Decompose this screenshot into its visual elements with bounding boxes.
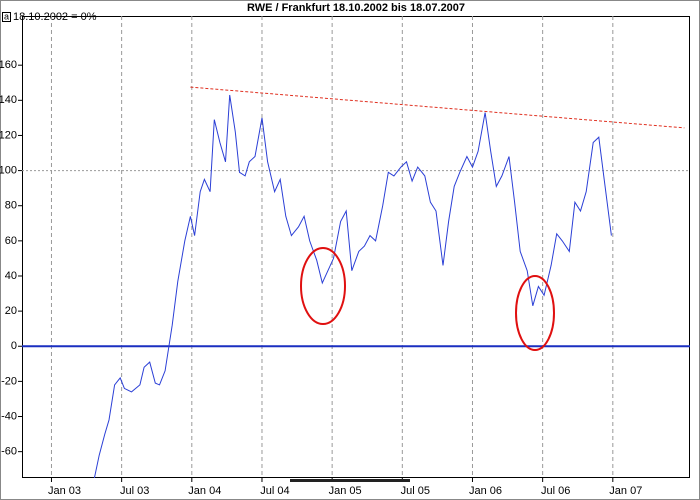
x-tick-label: Jan 07 [609,485,642,497]
y-tick-label: 60 [5,235,17,247]
legend-label: 18.10.2002 = 0% [13,11,97,23]
price-line [93,94,612,478]
plot-border [22,16,690,478]
x-tick-label: Jul 03 [120,485,149,497]
y-tick-label: 40 [5,270,17,282]
y-tick-label: -40 [1,410,17,422]
x-tick-label: Jan 04 [188,485,221,497]
highlight-circle [300,247,346,325]
y-tick-label: 140 [0,94,17,106]
x-tick-label: Jan 05 [329,485,362,497]
y-tick-label: 100 [0,164,17,176]
y-tick-label: -60 [1,446,17,458]
scroll-indicator [290,479,410,482]
y-tick-label: -20 [1,375,17,387]
annotations [300,247,555,351]
x-tick-label: Jul 06 [541,485,570,497]
x-tick-label: Jan 03 [48,485,81,497]
y-tick-label: 20 [5,305,17,317]
legend-box [2,12,11,22]
plot-clip [22,16,690,478]
trend-line [190,86,685,129]
highlight-circle [515,275,555,351]
x-tick-label: Jul 05 [401,485,430,497]
y-tick-label: 80 [5,200,17,212]
y-tick-label: 0 [11,340,17,352]
y-tick-label: 120 [0,129,17,141]
y-tick-label: 160 [0,59,17,71]
plot-layer: Jan 03 Jul 03 Jan 04 Jul 04 Jan 05 Jul 05 Jan … [0,16,690,497]
legend-marker: a [4,11,9,21]
chart-title: RWE / Frankfurt 18.10.2002 bis 18.07.200… [247,2,465,14]
x-tick-label: Jul 04 [260,485,289,497]
x-tick-label: Jan 06 [469,485,502,497]
